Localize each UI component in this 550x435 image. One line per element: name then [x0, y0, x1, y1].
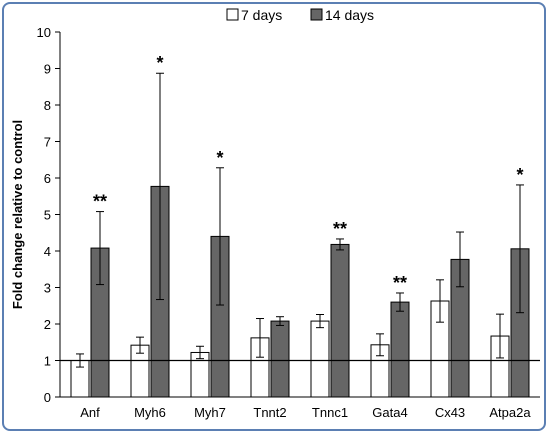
significance-marker: * [156, 53, 163, 73]
x-tick-label-atpa2a: Atpa2a [489, 405, 531, 420]
y-tick-label: 2 [44, 317, 51, 332]
y-axis-label: Fold change relative to control [10, 120, 25, 309]
legend: 7 days 14 days [226, 7, 374, 23]
legend-label-7-days: 7 days [241, 7, 282, 23]
axes-group: 0 1 2 3 4 5 6 7 8 9 10 Anf Myh6 Myh7 Tnnt2 Tnnc1 Gata4 Cx… [37, 25, 540, 420]
y-tick-label: 5 [44, 208, 51, 223]
y-tick-label: 10 [37, 25, 51, 40]
y-tick-label: 0 [44, 390, 51, 405]
y-tick-label: 7 [44, 135, 51, 150]
bar-7-days-tnnc1 [310, 320, 330, 398]
bar-14-days-gata4 [390, 301, 410, 398]
x-tick-label-gata4: Gata4 [372, 405, 407, 420]
y-tick-label: 4 [44, 244, 51, 259]
y-tick-label: 6 [44, 171, 51, 186]
significance-marker: * [216, 148, 223, 168]
y-tick-label: 1 [44, 354, 51, 369]
x-tick-label-myh7: Myh7 [194, 405, 226, 420]
significance-marker: * [516, 165, 523, 185]
significance-marker: ** [93, 192, 107, 212]
y-tick-label: 9 [44, 62, 51, 77]
bar-14-days-tnnc1 [330, 243, 350, 398]
x-tick-label-tnnt2: Tnnt2 [253, 405, 286, 420]
bar-14-days-tnnt2 [270, 320, 290, 398]
bars-group: ********* [70, 53, 530, 398]
x-tick-label-anf: Anf [80, 405, 100, 420]
legend-swatch-14-days [310, 8, 323, 21]
y-tick-label: 8 [44, 98, 51, 113]
significance-marker: ** [333, 219, 347, 239]
x-tick-label-tnnc1: Tnnc1 [312, 405, 348, 420]
legend-label-14-days: 14 days [325, 7, 374, 23]
legend-swatch-7-days [226, 8, 239, 21]
y-tick-label: 3 [44, 281, 51, 296]
x-tick-label-cx43: Cx43 [435, 405, 465, 420]
x-tick-label-myh6: Myh6 [134, 405, 166, 420]
significance-marker: ** [393, 273, 407, 293]
